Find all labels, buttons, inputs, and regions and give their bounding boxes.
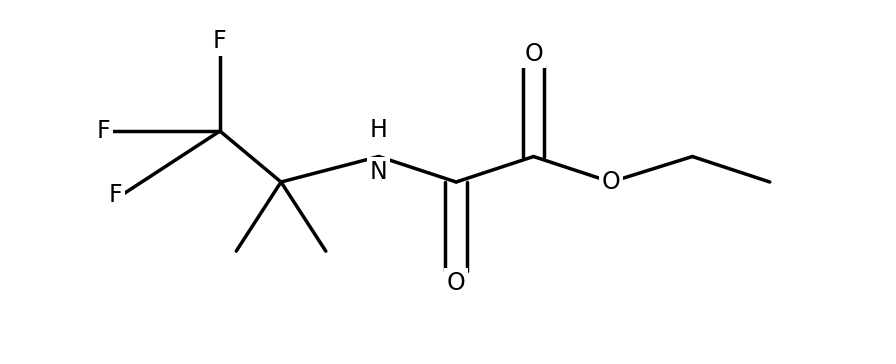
Text: F: F	[213, 29, 227, 53]
Text: F: F	[97, 119, 110, 143]
Text: O: O	[601, 170, 620, 194]
Text: F: F	[108, 183, 122, 207]
Text: O: O	[447, 271, 466, 295]
Text: N: N	[370, 160, 388, 184]
Text: O: O	[524, 41, 543, 66]
Text: H: H	[370, 118, 388, 142]
